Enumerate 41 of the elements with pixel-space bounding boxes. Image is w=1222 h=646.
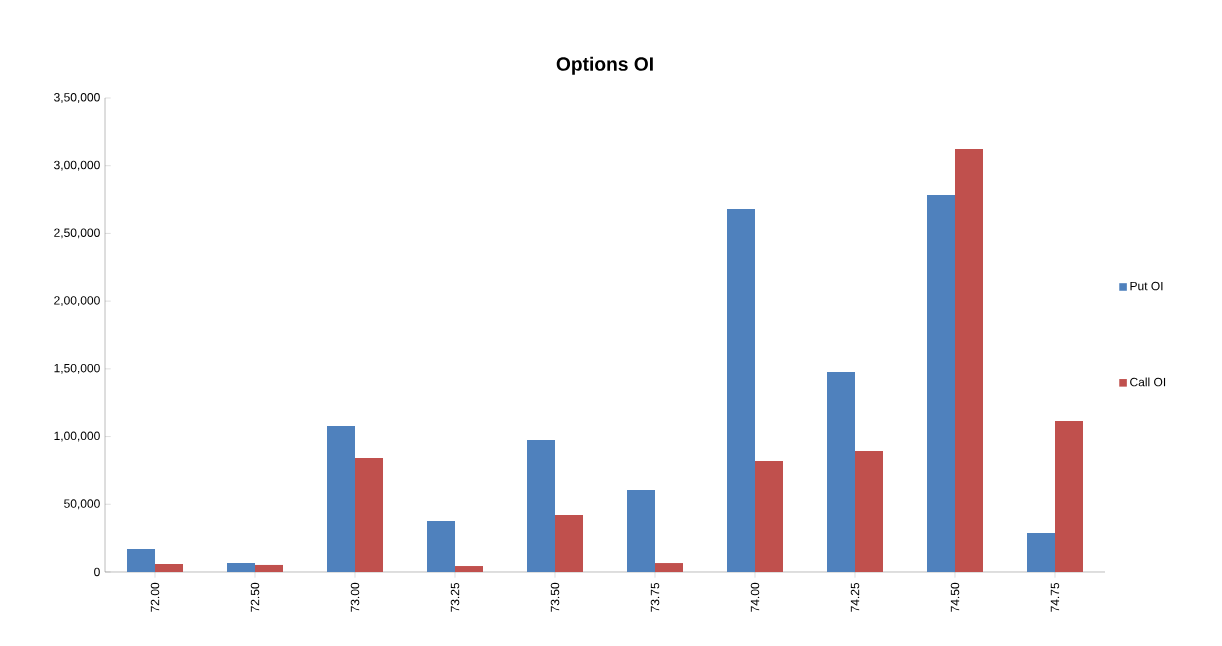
bar [1055,420,1083,572]
y-tick-label: 1,50,000 [54,363,100,374]
bar [555,514,583,572]
bar [627,489,656,572]
bar [455,566,484,572]
x-tick-label: 73.00 [350,582,360,612]
x-tick-label: 74.50 [950,582,960,612]
bar [827,371,855,572]
legend-label: Put OI [1130,281,1163,291]
y-tick-label: 3,50,000 [54,93,100,103]
x-tick-label: 73.25 [450,582,460,612]
bar [655,563,684,572]
y-tick-label: 3,00,000 [54,160,100,171]
chart-title: Options OI [556,56,653,75]
y-tick-label: 2,50,000 [54,228,100,239]
bar [155,563,184,572]
bar [955,148,983,572]
x-tick-label: 73.75 [650,582,660,612]
x-tick-label: 74.25 [850,582,860,612]
bar [127,548,156,572]
bar [527,439,555,572]
bar [1027,532,1055,572]
bar [355,457,384,572]
bar [227,563,256,572]
legend-label: Call OI [1130,377,1166,387]
bar [855,450,883,572]
x-tick-label: 73.50 [550,582,560,612]
y-tick-label: 50,000 [64,499,100,510]
y-tick-label: 1,00,000 [54,431,100,442]
y-tick-label: 0 [94,567,100,577]
x-tick-label: 72.50 [250,582,260,612]
x-tick-label: 74.75 [1050,582,1060,612]
bar [427,520,456,572]
bar [927,194,955,572]
bar [327,426,356,572]
y-tick-label: 2,00,000 [54,296,100,307]
bar [727,208,755,572]
bar [255,564,284,572]
bar [755,460,783,572]
x-tick-label: 72.00 [150,582,160,612]
x-tick-label: 74.00 [750,582,760,612]
